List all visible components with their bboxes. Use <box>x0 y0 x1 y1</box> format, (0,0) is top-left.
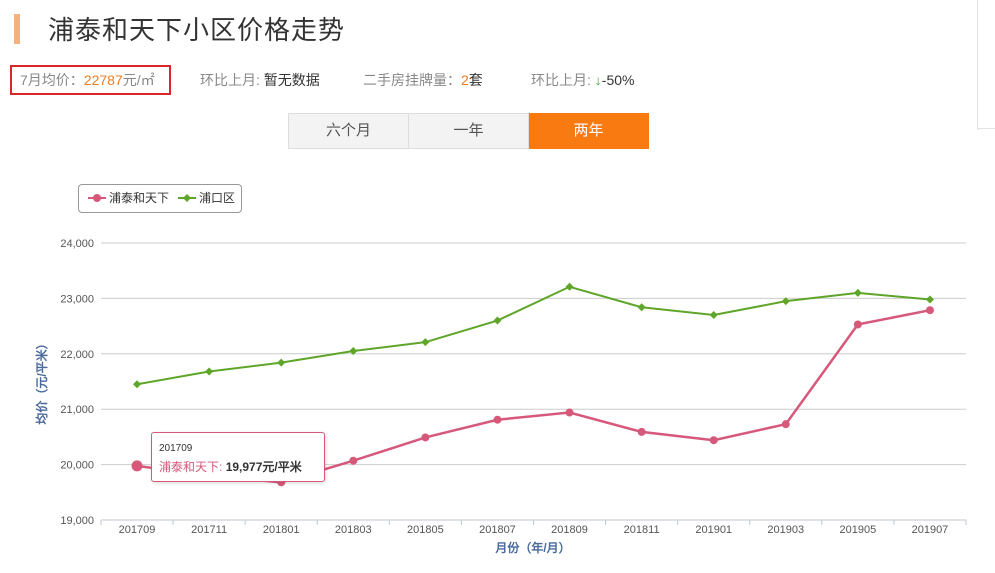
period-tabs: 六个月 一年 两年 <box>288 113 649 149</box>
avg-price-unit: 元/㎡ <box>122 72 155 88</box>
x-tick-label: 201711 <box>191 524 227 536</box>
x-tick-label: 201803 <box>335 524 372 536</box>
mom-stat: 环比上月: 暂无数据 <box>200 70 320 90</box>
title-accent-bar <box>14 14 20 44</box>
avg-price-stat: 7月均价：22787元/㎡ <box>10 65 171 95</box>
data-point <box>925 295 934 304</box>
divider <box>977 0 978 130</box>
x-tick-label: 201811 <box>624 524 660 536</box>
tooltip-value: 19,977元/平米 <box>225 460 302 474</box>
x-tick-label: 201905 <box>840 524 877 536</box>
data-point <box>853 288 862 297</box>
y-tick-label: 24,000 <box>60 238 94 250</box>
listings-stat: 二手房挂牌量：2套 <box>363 70 483 90</box>
mom2-value: -50% <box>601 72 635 88</box>
x-tick-label: 201907 <box>912 524 949 536</box>
down-arrow-icon: ↓ <box>594 72 602 88</box>
x-tick-label: 201903 <box>767 524 804 536</box>
tooltip-series-name: 浦泰和天下: <box>159 460 223 474</box>
stats-bar: 7月均价：22787元/㎡ 环比上月: 暂无数据 二手房挂牌量：2套 环比上月:… <box>0 65 995 96</box>
data-point <box>277 358 286 367</box>
data-point <box>925 306 934 315</box>
diamond-marker-icon <box>178 194 196 202</box>
data-point <box>421 338 430 347</box>
data-point <box>349 456 358 465</box>
x-tick-label: 201809 <box>551 524 588 536</box>
data-point <box>421 433 430 442</box>
mom-label: 环比上月: <box>200 72 260 88</box>
y-axis-title: 均价（元/平米） <box>34 337 49 424</box>
mom2-stat: 环比上月: ↓-50% <box>531 70 634 90</box>
data-point <box>493 316 502 325</box>
mom-value: 暂无数据 <box>263 72 320 88</box>
avg-price-value: 22787 <box>83 72 123 88</box>
data-point <box>637 427 646 436</box>
mom2-label: 环比上月: <box>531 72 591 88</box>
chart-legend: 浦泰和天下 浦口区 <box>78 184 242 213</box>
legend-label-series-2: 浦口区 <box>199 191 236 205</box>
y-tick-label: 23,000 <box>60 293 94 305</box>
data-point <box>637 303 646 312</box>
page-title: 浦泰和天下小区价格走势 <box>48 15 346 45</box>
y-tick-label: 22,000 <box>60 349 94 361</box>
listings-value: 2 <box>461 72 469 88</box>
circle-marker-icon <box>88 194 106 202</box>
divider <box>977 128 995 129</box>
listings-label: 二手房挂牌量： <box>363 72 461 88</box>
listings-unit: 套 <box>468 72 483 88</box>
legend-label-series-1: 浦泰和天下 <box>109 191 170 205</box>
data-point <box>565 408 574 417</box>
tab-one-year[interactable]: 一年 <box>409 113 529 149</box>
data-point <box>349 347 358 356</box>
data-point <box>493 415 502 424</box>
x-tick-label: 201805 <box>407 524 444 536</box>
data-point <box>781 297 790 306</box>
data-point <box>205 367 214 376</box>
tab-two-years[interactable]: 两年 <box>529 113 649 149</box>
x-tick-label: 201807 <box>479 524 516 536</box>
tab-six-months[interactable]: 六个月 <box>288 113 409 149</box>
x-axis-title: 月份（年/月） <box>494 540 570 555</box>
y-tick-label: 21,000 <box>60 404 94 416</box>
data-point <box>565 282 574 291</box>
chart-tooltip: 201709 浦泰和天下: 19,977元/平米 <box>151 432 325 482</box>
x-tick-label: 201709 <box>119 524 156 536</box>
data-point <box>131 460 143 472</box>
series-line-2 <box>136 285 931 386</box>
y-tick-label: 19,000 <box>60 515 94 527</box>
data-point <box>781 420 790 429</box>
tooltip-month: 201709 <box>159 443 193 454</box>
y-tick-label: 20,000 <box>60 460 94 472</box>
data-point <box>709 311 718 320</box>
x-tick-label: 201801 <box>263 524 300 536</box>
x-tick-label: 201901 <box>695 524 732 536</box>
data-point <box>133 380 142 389</box>
data-point <box>853 320 862 329</box>
data-point <box>709 436 718 445</box>
tooltip-series: 浦泰和天下: 19,977元/平米 <box>159 458 302 475</box>
avg-price-label: 7月均价： <box>20 72 84 88</box>
